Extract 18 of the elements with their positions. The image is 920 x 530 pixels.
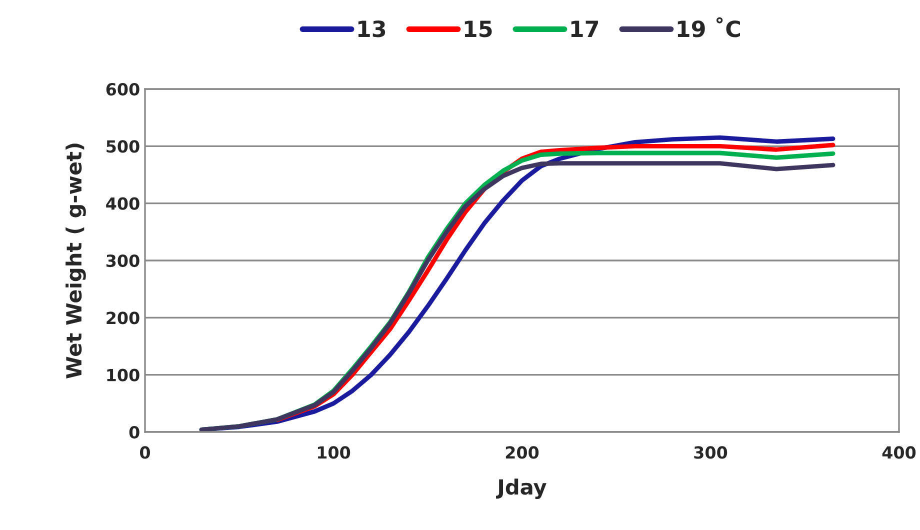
x-tick-label: 300 [694,446,728,459]
y-tick-label: 0 [129,426,140,439]
y-tick-label: 500 [106,140,140,153]
x-axis-title: Jday [496,478,546,500]
y-tick-label: 200 [106,312,140,324]
y-tick-label: 300 [106,254,140,268]
y-axis-title: Wet Weight ( g-wet) [66,144,86,378]
y-tick-label: 100 [107,368,140,382]
x-tick-label: 400 [882,446,916,459]
y-tick-label: 600 [106,82,140,96]
x-tick-label: 100 [318,446,350,459]
x-tick-label: 0 [140,446,150,459]
legend-label: 15 [464,20,492,38]
legend-label: 13 [358,20,386,38]
y-tick-label: 400 [106,197,140,210]
legend-label: 19 ˚C [678,17,740,38]
legend-label: 17 [571,20,598,37]
x-tick-label: 200 [506,446,539,459]
